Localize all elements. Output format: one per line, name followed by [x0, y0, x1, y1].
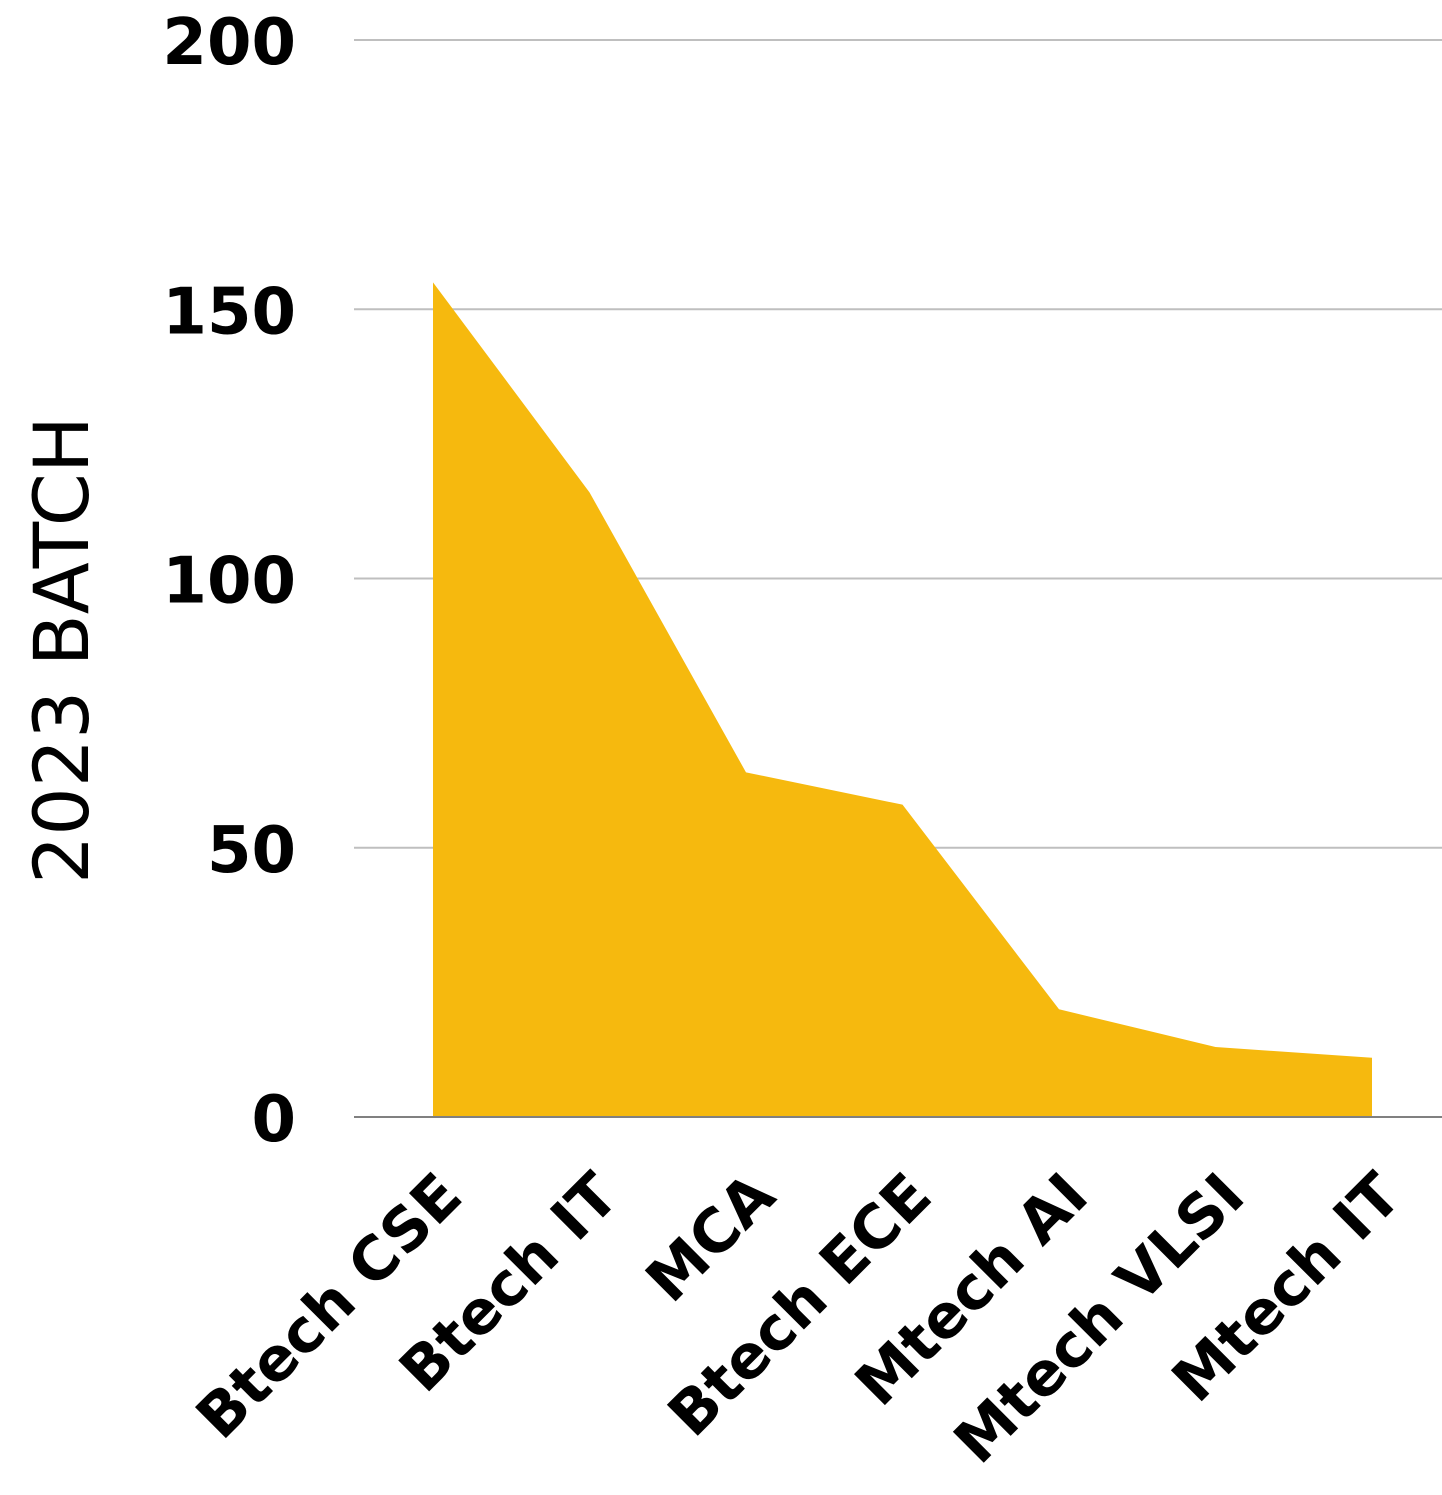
x-tick-label-0: Btech CSE	[183, 1160, 475, 1452]
y-axis-ticks: 0 50 100 150 200	[162, 6, 296, 1157]
area-series	[433, 282, 1372, 1117]
y-tick-label-150: 150	[162, 275, 296, 349]
y-axis-label: 2023 BATCH	[17, 416, 106, 884]
y-tick-label-50: 50	[207, 814, 296, 888]
y-tick-label-100: 100	[162, 545, 296, 619]
y-tick-label-0: 0	[251, 1083, 296, 1157]
y-tick-label-200: 200	[162, 6, 296, 80]
plot-area	[433, 282, 1372, 1117]
